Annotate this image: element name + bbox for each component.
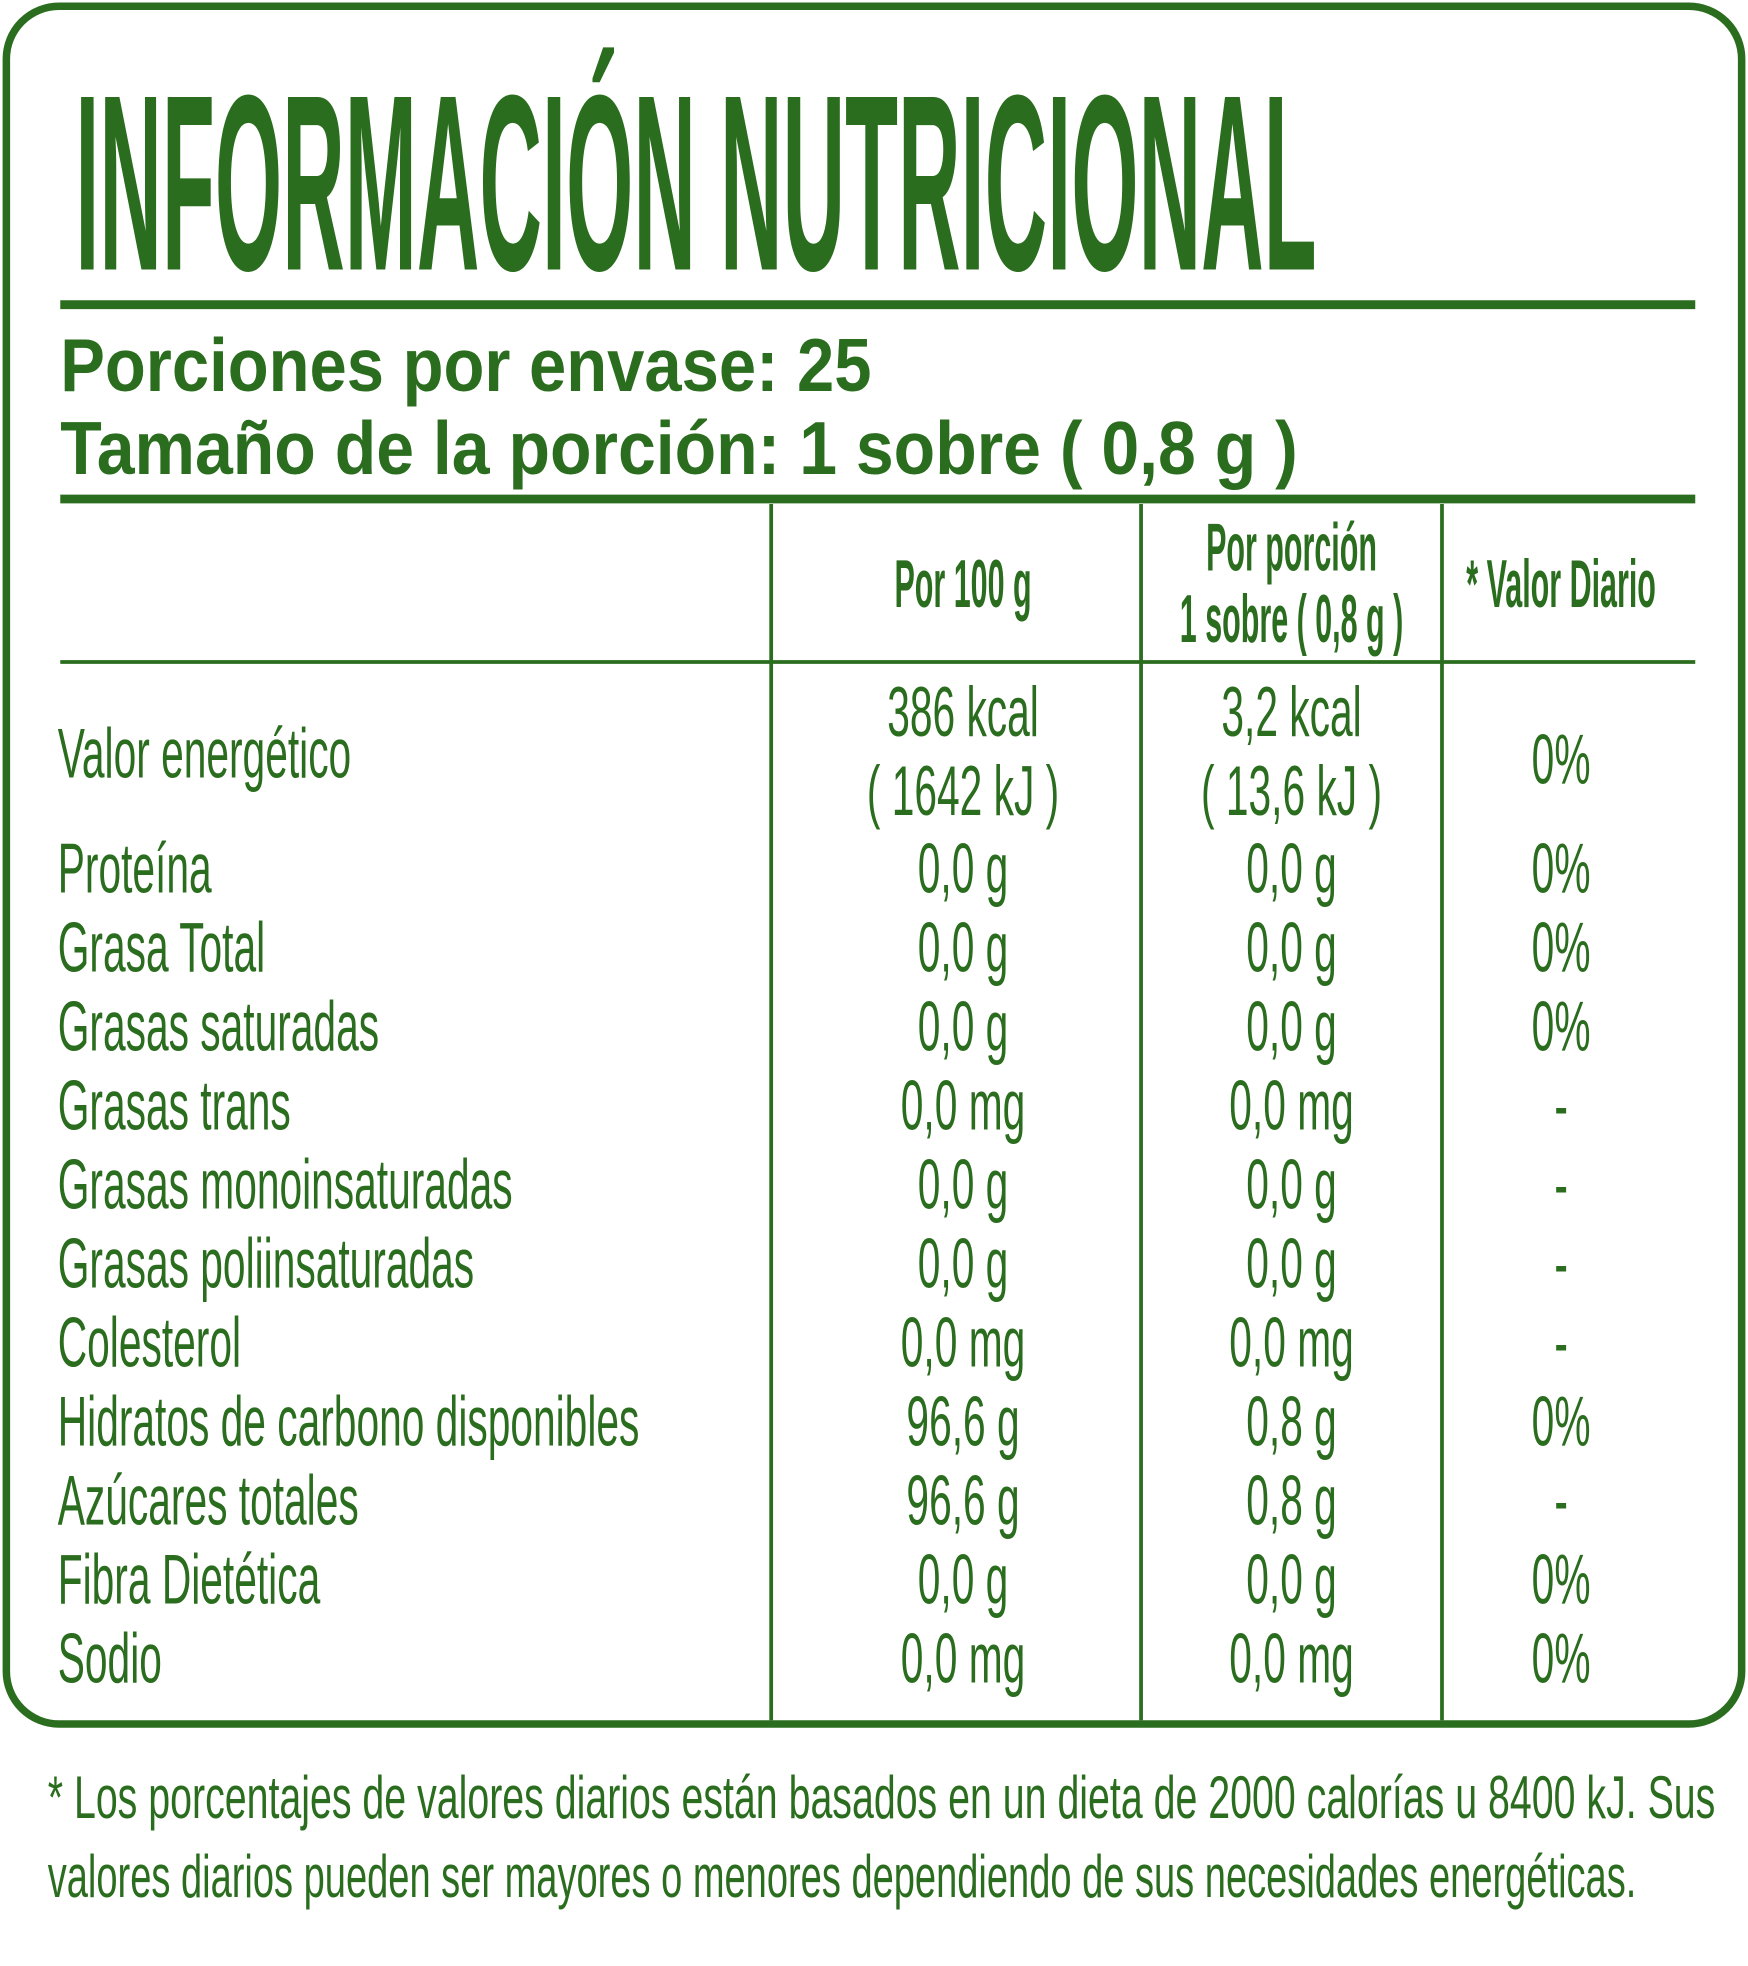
nutrient-name: Grasas trans	[58, 1067, 291, 1145]
title: INFORMACIÓN NUTRICIONAL	[75, 44, 1316, 324]
nutrient-value: 96,6 g	[906, 1462, 1019, 1540]
nutrient-value: 0,0 g	[1246, 1225, 1337, 1303]
column-header: Por 100 g	[894, 546, 1031, 622]
nutrient-value: 0,0 g	[918, 1146, 1009, 1224]
daily-value: 0%	[1532, 909, 1591, 987]
daily-value: 0%	[1532, 830, 1591, 908]
nutrient-value: 0,0 g	[918, 1541, 1009, 1619]
nutrient-value: 0,8 g	[1246, 1462, 1337, 1540]
daily-value: 0%	[1532, 1620, 1591, 1698]
column-header: * Valor Diario	[1466, 546, 1656, 622]
nutrient-name: Grasas poliinsaturadas	[58, 1225, 474, 1303]
nutrient-value: 0,0 mg	[901, 1304, 1025, 1382]
nutrient-value: 0,0 g	[918, 830, 1009, 908]
nutrient-value: 386 kcal	[887, 674, 1039, 752]
nutrient-name: Grasas saturadas	[58, 988, 379, 1066]
footnote: * Los porcentajes de valores diarios est…	[48, 1764, 1716, 1831]
nutrient-value: 0,0 g	[1246, 830, 1337, 908]
nutrient-value: 0,0 g	[918, 1225, 1009, 1303]
serving-size: Tamaño de la porción: 1 sobre ( 0,8 g )	[60, 406, 1298, 490]
daily-value: 0%	[1532, 988, 1591, 1066]
daily-value: -	[1554, 1462, 1568, 1540]
nutrient-value: 0,0 g	[1246, 1541, 1337, 1619]
column-header: Por porción	[1206, 510, 1377, 586]
nutrient-value: 0,0 g	[1246, 988, 1337, 1066]
nutrient-value: 0,0 mg	[1229, 1620, 1353, 1698]
nutrient-value: 0,0 mg	[1229, 1067, 1353, 1145]
servings-per-container: Porciones por envase: 25	[60, 323, 871, 407]
nutrient-value: 96,6 g	[906, 1383, 1019, 1461]
nutrient-name: Azúcares totales	[58, 1462, 359, 1540]
daily-value: 0%	[1532, 1383, 1591, 1461]
daily-value: -	[1554, 1146, 1568, 1224]
nutrient-name: Proteína	[58, 830, 212, 908]
footnote: valores diarios pueden ser mayores o men…	[48, 1843, 1637, 1910]
nutrient-name: Valor energético	[58, 715, 351, 793]
nutrient-value: 0,0 mg	[901, 1067, 1025, 1145]
nutrient-value: 0,0 g	[918, 988, 1009, 1066]
nutrient-value: 3,2 kcal	[1221, 674, 1361, 752]
daily-value: -	[1554, 1067, 1568, 1145]
daily-value: 0%	[1532, 721, 1591, 799]
nutrient-value: 0,0 g	[918, 909, 1009, 987]
nutrient-name: Grasas monoinsaturadas	[58, 1146, 513, 1224]
nutrient-value: 0,0 mg	[1229, 1304, 1353, 1382]
nutrient-name: Hidratos de carbono disponibles	[58, 1383, 640, 1461]
nutrient-name: Sodio	[58, 1620, 162, 1698]
nutrient-value: 0,0 mg	[901, 1620, 1025, 1698]
nutrient-name: Grasa Total	[58, 909, 265, 987]
nutrient-value: 0,0 g	[1246, 1146, 1337, 1224]
nutrient-value: ( 13,6 kJ )	[1201, 753, 1382, 831]
nutrient-value: 0,8 g	[1246, 1383, 1337, 1461]
nutrient-value: 0,0 g	[1246, 909, 1337, 987]
column-header: 1 sobre ( 0,8 g )	[1180, 581, 1403, 657]
nutrient-value: ( 1642 kJ )	[867, 753, 1059, 831]
daily-value: -	[1554, 1304, 1568, 1382]
label-border	[2, 2, 1746, 1728]
daily-value: -	[1554, 1225, 1568, 1303]
nutrient-name: Fibra Dietética	[58, 1541, 321, 1619]
daily-value: 0%	[1532, 1541, 1591, 1619]
nutrient-name: Colesterol	[58, 1304, 241, 1382]
